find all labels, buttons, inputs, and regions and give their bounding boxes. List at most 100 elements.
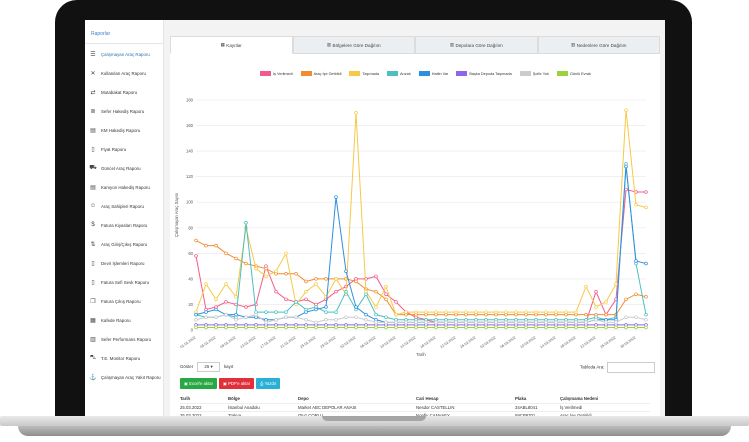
data-point bbox=[494, 310, 498, 314]
column-header[interactable]: Çalışmama Nedeni bbox=[560, 396, 599, 401]
legend-item[interactable]: Araç İşe Getirildi bbox=[300, 71, 341, 76]
legend-label: Başka Depoda Taşımada bbox=[469, 71, 512, 76]
sidebar-item[interactable]: ▥ Sefer Performans Raporu bbox=[88, 332, 162, 346]
tab-kayitlar[interactable]: ▦ Kayıtlar bbox=[170, 36, 293, 54]
data-point bbox=[194, 238, 198, 243]
legend-item[interactable]: Taşımada bbox=[349, 71, 379, 76]
data-point bbox=[374, 312, 378, 317]
x-tick-label: 02.02.2022 bbox=[340, 336, 357, 350]
data-point bbox=[444, 325, 448, 330]
sidebar-item[interactable]: ⛍ T.E. Monitor Raporu bbox=[88, 351, 162, 365]
sidebar-header: Raporlar bbox=[85, 20, 163, 44]
data-point bbox=[424, 325, 428, 330]
data-point bbox=[334, 277, 338, 281]
data-point bbox=[204, 310, 208, 314]
legend-item[interactable]: İş Verilmedi bbox=[260, 71, 293, 76]
sidebar-item[interactable]: ❐ Fatura Çıkış Raporu bbox=[88, 294, 162, 308]
table-search: Tabloda Ara: bbox=[580, 362, 656, 373]
money-icon: ▤ bbox=[90, 127, 96, 134]
data-point bbox=[504, 320, 508, 325]
sidebar-item[interactable]: ☺ Araç Sahipleri Raporu bbox=[88, 199, 162, 213]
data-point bbox=[514, 325, 518, 330]
legend-swatch bbox=[349, 71, 361, 76]
column-header[interactable]: Cari Hesap bbox=[416, 396, 439, 401]
column-header[interactable]: Plaka bbox=[515, 396, 527, 401]
main-content: ▦ Kayıtlar ▥ Bölgelere Göre Dağılım ▥ De… bbox=[164, 20, 665, 418]
legend-item[interactable]: Arızalı bbox=[386, 71, 411, 76]
sidebar-item[interactable]: ✕ Kullanılan Araç Raporu bbox=[88, 66, 162, 80]
sidebar-item[interactable]: ▯ Fatura Sefi Sevk Raporu bbox=[88, 275, 162, 289]
legend-label: Arızalı bbox=[399, 71, 411, 76]
table-cell: İş Verilmedi bbox=[560, 404, 583, 410]
sidebar-item-label: Kamyon Hakediş Raporu bbox=[101, 184, 150, 190]
print-button[interactable]: ⎙ Yazdır bbox=[256, 378, 281, 389]
data-point bbox=[514, 320, 518, 325]
export-buttons: ▣ Excel'e aktar ▣ PDF'e aktar ⎙ Yazdır bbox=[180, 378, 281, 389]
data-point bbox=[594, 325, 598, 330]
tab-nedenlere-gore[interactable]: ▥ Nedenlere Göre Dağılım bbox=[537, 36, 660, 54]
data-point bbox=[604, 312, 608, 317]
table-cell: Araç İşe Getirildi bbox=[560, 413, 592, 418]
data-point bbox=[474, 320, 478, 325]
sidebar-item[interactable]: ▯ Devir İşlemleri Raporu bbox=[88, 256, 162, 270]
legend-item[interactable]: Günlü Evrak bbox=[556, 71, 591, 76]
x-tick-label: 18.03.2022 bbox=[560, 336, 577, 350]
data-point bbox=[224, 325, 228, 330]
tab-label: Nedenlere Göre Dağılım bbox=[576, 42, 627, 48]
tab-bolgelere-gore[interactable]: ▥ Bölgelere Göre Dağılım bbox=[292, 36, 415, 54]
sidebar-item-label: Araç Sahipleri Raporu bbox=[101, 203, 144, 209]
column-header[interactable]: Depo bbox=[298, 396, 309, 401]
sidebar-item[interactable]: ≣ Sefer Hakediş Raporu bbox=[88, 104, 162, 118]
table-row[interactable]: 25.03.2022 Trakya Otuz ÇORLU Nordly CANVAEY… bbox=[180, 412, 650, 418]
sidebar-item[interactable]: ▤ Kamyon Hakediş Raporu bbox=[88, 180, 162, 194]
page-size-control: Göster 25 ▾ kayıt bbox=[180, 362, 233, 372]
x-tick-label: 26.03.2022 bbox=[600, 336, 617, 350]
sidebar-item[interactable]: ▤ KM Hakediş Raporu bbox=[88, 123, 162, 137]
page-size-select[interactable]: 25 ▾ bbox=[197, 362, 220, 372]
data-point bbox=[304, 318, 308, 322]
file-icon: ▯ bbox=[91, 279, 95, 286]
app-screen: Raporlar ☰ Çalışmayan Araç Raporu ✕ Kullanı… bbox=[85, 20, 665, 418]
sidebar-item[interactable]: ⛟ Güncel Araç Raporu bbox=[88, 161, 162, 175]
tab-depolara-gore[interactable]: ▥ Depolara Göre Dağılım bbox=[415, 36, 538, 54]
transfer-icon: ⇅ bbox=[90, 241, 96, 248]
excel-export-button[interactable]: ▣ Excel'e aktar bbox=[180, 378, 217, 389]
legend-item[interactable]: Şoför Yok bbox=[519, 71, 549, 76]
search-input[interactable] bbox=[607, 362, 656, 373]
data-point bbox=[594, 305, 598, 309]
sidebar-item[interactable]: $ Fatura Kiyasları Raporu bbox=[88, 218, 162, 232]
column-header[interactable]: Tarih bbox=[180, 396, 191, 401]
sidebar-item[interactable]: ⚓ Çalışmayan Araç Yakıt Raporu bbox=[88, 370, 162, 384]
x-tick-label: 13.01.2022 bbox=[240, 336, 257, 350]
sidebar-item-label: Fiyat Raporu bbox=[101, 146, 127, 152]
sidebar-item[interactable]: ⇄ Mutabakat Raporu bbox=[88, 85, 162, 99]
column-header[interactable]: Bölge bbox=[228, 396, 240, 401]
data-point bbox=[274, 318, 278, 322]
legend-item[interactable]: Başka Depoda Taşımada bbox=[456, 71, 512, 76]
data-point bbox=[624, 297, 628, 302]
data-point bbox=[254, 312, 258, 317]
data-point bbox=[564, 310, 568, 314]
print-icon: ⎙ bbox=[260, 381, 264, 386]
sidebar-item[interactable]: ☰ Çalışmayan Araç Raporu bbox=[88, 47, 162, 61]
data-point bbox=[574, 310, 578, 314]
pdf-export-button[interactable]: ▣ PDF'e aktar bbox=[218, 378, 255, 389]
sidebar-item[interactable]: ▦ Kafede Raporu bbox=[88, 313, 162, 327]
sidebar-item[interactable]: ⇅ Araç Giriş/Çıkış Raporu bbox=[88, 237, 162, 251]
data-point bbox=[194, 254, 198, 258]
data-point bbox=[284, 325, 288, 330]
legend-label: Taşımada bbox=[362, 71, 379, 76]
data-point bbox=[204, 315, 208, 319]
data-point bbox=[294, 300, 298, 304]
list-icon: ☰ bbox=[90, 51, 96, 58]
legend-item[interactable]: Hattin Var bbox=[418, 71, 448, 76]
legend-label: Şoför Yok bbox=[532, 71, 549, 76]
data-point bbox=[334, 310, 338, 314]
table-row[interactable]: 25.03.2022 İstanbul Anadolu Market ABC DEP… bbox=[180, 404, 650, 412]
data-point bbox=[614, 320, 618, 325]
sidebar-item[interactable]: ▯ Fiyat Raporu bbox=[88, 142, 162, 156]
data-point bbox=[244, 315, 248, 319]
calendar-icon: ▦ bbox=[90, 317, 96, 324]
data-point bbox=[234, 256, 238, 261]
x-tick-label: 18.02.2022 bbox=[420, 336, 437, 350]
